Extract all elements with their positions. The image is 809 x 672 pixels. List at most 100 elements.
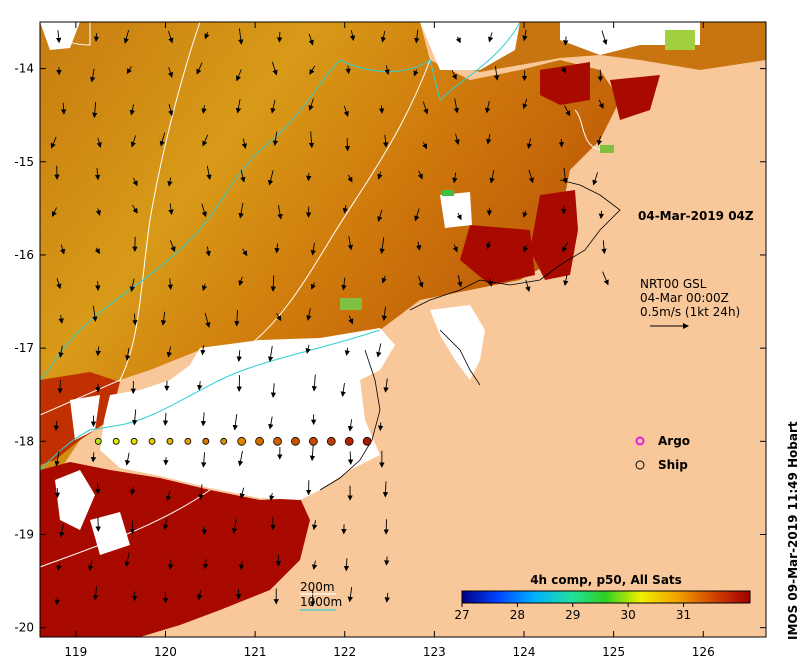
current-arrow bbox=[200, 412, 207, 427]
ship-track bbox=[94, 436, 372, 446]
current-arrow bbox=[124, 552, 130, 567]
current-arrow bbox=[522, 98, 528, 110]
current-arrow bbox=[242, 248, 248, 257]
current-arrow bbox=[162, 412, 169, 426]
current-arrow bbox=[306, 172, 312, 182]
colorbar: 4h comp, p50, All Sats 27 28 29 30 31 bbox=[454, 573, 751, 622]
current-arrow bbox=[602, 271, 609, 286]
current-arrow bbox=[232, 414, 238, 431]
current-arrow bbox=[563, 274, 569, 286]
current-arrow bbox=[271, 61, 278, 76]
current-arrow bbox=[456, 212, 462, 221]
contour-200m bbox=[40, 22, 201, 416]
current-arrow bbox=[241, 138, 248, 150]
current-arrow bbox=[166, 346, 172, 358]
current-arrow bbox=[94, 247, 100, 255]
current-arrow bbox=[382, 134, 389, 148]
current-arrow bbox=[270, 383, 277, 398]
current-arrow bbox=[341, 277, 347, 291]
current-arrow bbox=[93, 586, 99, 601]
current-arrow bbox=[169, 240, 176, 253]
contour-legend: 200m 1000m bbox=[300, 580, 342, 611]
lat-tick-label: -17 bbox=[14, 341, 34, 355]
current-arrow bbox=[236, 350, 242, 362]
current-arrow bbox=[422, 101, 429, 115]
lon-tick-label: 123 bbox=[423, 645, 446, 659]
current-arrow bbox=[231, 519, 238, 534]
ship-track-point bbox=[344, 436, 354, 446]
current-arrow bbox=[167, 278, 174, 291]
current-arrow bbox=[205, 246, 211, 257]
current-arrow bbox=[343, 105, 349, 117]
ship-track-point bbox=[237, 436, 247, 446]
current-arrow bbox=[56, 278, 62, 290]
current-arrow bbox=[598, 210, 605, 220]
ship-track-point bbox=[273, 436, 282, 446]
contour-200-label: 200m bbox=[300, 580, 335, 594]
ship-track-point bbox=[94, 437, 102, 445]
current-arrow bbox=[50, 136, 57, 149]
current-arrow bbox=[457, 274, 463, 288]
current-arrow bbox=[198, 484, 204, 501]
current-arrow bbox=[414, 29, 420, 44]
ship-track-point bbox=[184, 437, 192, 445]
current-arrow bbox=[486, 240, 492, 250]
current-arrow bbox=[347, 174, 353, 183]
lon-tick-label: 125 bbox=[602, 645, 625, 659]
current-arrow bbox=[344, 138, 351, 152]
current-arrow bbox=[381, 306, 388, 322]
current-arrow bbox=[523, 244, 529, 253]
current-arrow bbox=[384, 556, 390, 566]
argo-symbol-icon bbox=[635, 436, 645, 446]
lon-tick-label: 119 bbox=[64, 645, 87, 659]
current-arrow bbox=[522, 29, 528, 42]
current-arrow bbox=[234, 309, 240, 327]
current-arrow bbox=[126, 66, 132, 75]
lat-tick-label: -15 bbox=[14, 155, 34, 169]
current-arrow bbox=[416, 241, 422, 251]
current-legend-line2: 04-Mar 00:00Z bbox=[640, 291, 729, 305]
ship-track-point bbox=[148, 437, 156, 445]
current-arrow bbox=[162, 518, 169, 531]
current-arrow bbox=[422, 141, 427, 150]
current-arrow bbox=[92, 101, 98, 119]
current-arrow bbox=[55, 30, 62, 44]
current-arrow bbox=[526, 138, 533, 150]
current-arrow bbox=[238, 561, 245, 570]
current-arrow bbox=[308, 98, 314, 111]
current-arrow bbox=[88, 559, 94, 572]
current-arrow bbox=[525, 279, 531, 293]
current-arrow bbox=[309, 444, 316, 462]
current-arrow bbox=[488, 32, 494, 43]
current-arrow bbox=[379, 237, 385, 255]
current-arrow bbox=[592, 172, 599, 186]
current-arrow bbox=[277, 204, 283, 220]
current-arrow bbox=[418, 275, 424, 288]
current-vectors bbox=[50, 28, 609, 607]
current-arrow bbox=[202, 559, 209, 570]
current-arrow bbox=[377, 171, 383, 180]
current-arrow bbox=[159, 132, 166, 147]
current-arrow bbox=[168, 103, 174, 117]
current-arrow bbox=[94, 168, 101, 181]
current-arrow bbox=[59, 523, 65, 538]
current-arrow bbox=[376, 343, 382, 358]
plot-frame bbox=[39, 21, 767, 638]
current-arrow bbox=[238, 28, 244, 45]
current-arrow bbox=[485, 100, 491, 114]
current-arrow bbox=[239, 487, 245, 499]
current-arrow bbox=[384, 592, 390, 603]
current-arrow bbox=[563, 36, 569, 46]
lat-tick-label: -14 bbox=[14, 62, 34, 76]
current-arrow bbox=[384, 65, 390, 76]
current-arrow bbox=[310, 282, 316, 290]
current-arrow bbox=[168, 203, 174, 216]
current-arrow bbox=[344, 347, 350, 356]
current-arrow bbox=[308, 33, 314, 46]
current-arrow bbox=[272, 131, 279, 147]
current-arrow bbox=[123, 29, 130, 44]
current-arrow bbox=[489, 170, 495, 184]
colorbar-ramp bbox=[461, 590, 751, 604]
current-arrow bbox=[340, 383, 346, 397]
